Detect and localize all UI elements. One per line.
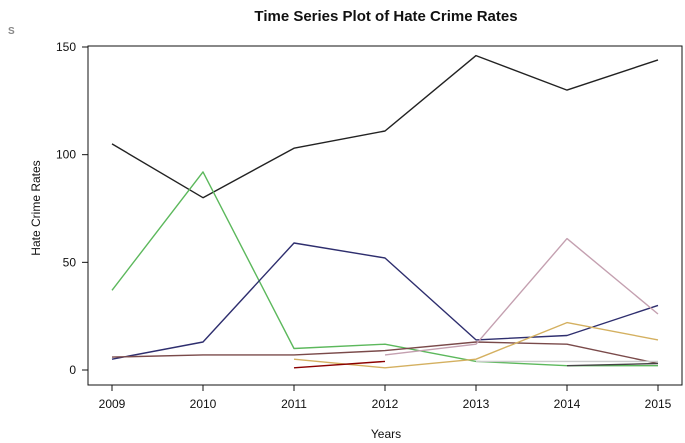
x-tick-label: 2012	[372, 397, 399, 411]
y-tick-label: 50	[63, 255, 77, 269]
axes: 2009 2010 2011 2012 2013 2014 2015 0 50 100 150	[56, 40, 672, 411]
plot-frame	[88, 46, 682, 385]
x-tick-label: 2010	[190, 397, 217, 411]
y-tick-label: 100	[56, 148, 76, 162]
series-layer	[112, 56, 658, 368]
chart-title: Time Series Plot of Hate Crime Rates	[254, 8, 517, 25]
series-line-2	[112, 172, 658, 366]
x-tick-label: 2013	[463, 397, 490, 411]
y-tick-label: 0	[69, 363, 76, 377]
corner-mark: S	[8, 26, 15, 37]
series-line-3	[112, 243, 658, 359]
x-tick-label: 2009	[99, 397, 126, 411]
series-line-1	[112, 56, 658, 198]
x-axis-label: Years	[371, 427, 401, 441]
series-line-4	[112, 342, 658, 364]
x-tick-label: 2014	[554, 397, 581, 411]
y-tick-label: 150	[56, 40, 76, 54]
x-tick-label: 2015	[645, 397, 672, 411]
x-tick-label: 2011	[281, 397, 307, 411]
y-axis-label: Hate Crime Rates	[29, 160, 43, 255]
